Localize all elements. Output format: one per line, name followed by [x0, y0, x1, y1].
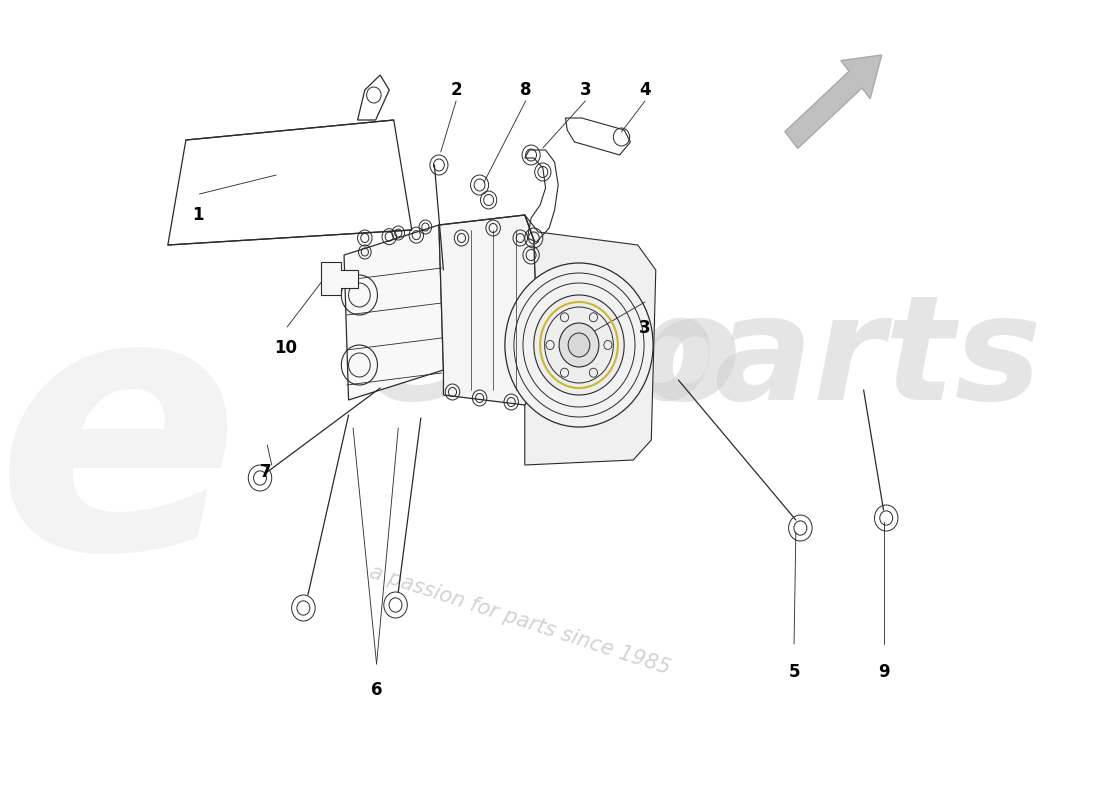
Polygon shape: [439, 215, 538, 405]
Text: 9: 9: [878, 663, 889, 681]
Circle shape: [568, 333, 590, 357]
Text: 4: 4: [639, 81, 651, 99]
Text: 5: 5: [789, 663, 800, 681]
Text: 8: 8: [520, 81, 531, 99]
Text: parts: parts: [610, 290, 1042, 430]
Circle shape: [505, 263, 653, 427]
FancyArrow shape: [785, 55, 882, 148]
Circle shape: [534, 295, 624, 395]
Polygon shape: [344, 225, 443, 400]
Text: e: e: [0, 275, 241, 625]
Text: 7: 7: [260, 463, 272, 481]
Text: 2: 2: [450, 81, 462, 99]
Text: 1: 1: [191, 206, 204, 224]
Text: 3: 3: [580, 81, 591, 99]
Text: 3: 3: [639, 319, 651, 337]
Text: 6: 6: [371, 681, 383, 699]
Text: euro: euro: [366, 290, 741, 430]
Text: a passion for parts since 1985: a passion for parts since 1985: [367, 562, 673, 678]
Circle shape: [559, 323, 598, 367]
Polygon shape: [321, 262, 358, 295]
Polygon shape: [525, 215, 656, 465]
Text: 10: 10: [274, 339, 297, 357]
